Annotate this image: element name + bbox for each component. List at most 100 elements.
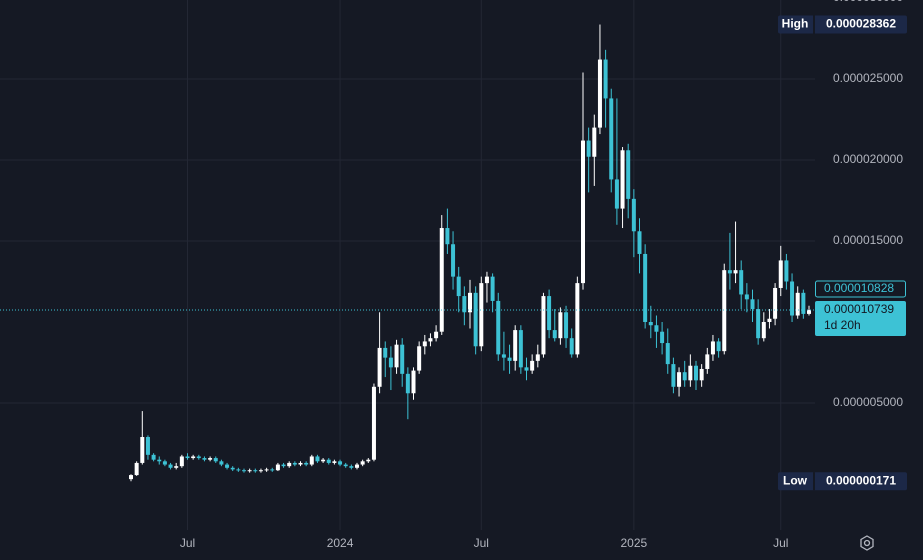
candle-body [451, 244, 456, 277]
candle-body [784, 260, 789, 282]
candle-body [518, 330, 523, 368]
candle-body [355, 464, 359, 468]
candle-body [298, 462, 303, 465]
grid [0, 0, 815, 530]
candle-body [468, 292, 472, 313]
candle-body [456, 276, 461, 297]
candle-body [445, 228, 450, 245]
candle-body [490, 276, 495, 301]
candle-body [422, 341, 427, 347]
candle-body [417, 346, 422, 371]
candle-body [597, 59, 602, 128]
low-marker-box [778, 472, 907, 491]
high-marker-value: 0.000028362 [826, 17, 896, 31]
candle-body [400, 344, 405, 374]
candle-body [405, 373, 410, 394]
candle-body [230, 467, 235, 470]
candle-body [247, 470, 252, 472]
candle-body [258, 470, 263, 472]
candle-body [191, 456, 196, 459]
candle-body [315, 456, 320, 462]
plot-area [0, 24, 815, 482]
candle-body [309, 456, 314, 465]
candle-body [360, 461, 365, 465]
candle-body [807, 310, 811, 314]
candle-body [756, 309, 761, 339]
candle-body [547, 296, 552, 331]
candle-body [253, 470, 258, 472]
candle-body [648, 321, 653, 326]
candle-body [134, 462, 139, 476]
candle-body [174, 466, 179, 468]
candle-body [660, 331, 665, 344]
candle-body [411, 370, 416, 394]
candle-body [592, 127, 597, 157]
last-price-box [815, 301, 906, 337]
candle-body [716, 341, 721, 352]
candle-body [541, 296, 546, 355]
y-tick-label: 0.000005000 [833, 395, 903, 409]
candle-body [688, 365, 693, 381]
x-tick-label: Jul [180, 536, 195, 550]
candle-body [168, 464, 173, 468]
candle-body [479, 283, 484, 347]
candle-body [761, 321, 766, 339]
candle-body [145, 437, 150, 455]
high-marker-box [778, 15, 907, 34]
settings-hexagon[interactable] [860, 535, 874, 551]
candle-body [236, 469, 241, 471]
candle-body [603, 59, 608, 99]
mark-price-box [815, 280, 906, 298]
candle-body [790, 281, 795, 316]
candle-body [682, 372, 687, 381]
candle-body [575, 283, 580, 355]
x-tick-label: 2024 [327, 536, 354, 550]
candle-body [778, 260, 783, 288]
candle-body [366, 459, 371, 462]
candle-body [530, 360, 535, 371]
y-tick-label: 0.000020000 [833, 152, 903, 166]
candle-body [586, 140, 591, 157]
candle-body [326, 459, 331, 463]
x-tick-label: 2025 [620, 536, 647, 550]
candle-body [524, 367, 529, 371]
settings-center[interactable] [863, 539, 871, 547]
candle-body [631, 198, 636, 232]
candle-body [225, 464, 230, 468]
candle-body [614, 179, 619, 209]
candle-body [208, 458, 213, 460]
candle-body [264, 469, 269, 471]
candle-body [349, 466, 354, 468]
candle-body [654, 325, 659, 332]
candle-body [179, 456, 184, 467]
candle-body [665, 343, 670, 365]
candle-body [727, 270, 732, 274]
countdown-label: 1d 20h [824, 318, 861, 332]
candle-body [620, 150, 625, 209]
candle-body [552, 330, 557, 339]
y-tick-label: 0.000015000 [833, 233, 903, 247]
candle-body [750, 299, 755, 310]
candle-body [801, 292, 806, 314]
candle-body [609, 98, 614, 180]
y-tick-label: 0.000025000 [833, 71, 903, 85]
candle-body [501, 354, 506, 358]
candle-body [185, 456, 190, 459]
x-tick-label: Jul [474, 536, 489, 550]
candle-body [535, 354, 540, 361]
candle-body [773, 287, 778, 319]
candle-body [213, 458, 218, 462]
candle-body [722, 270, 727, 352]
candle-body [281, 464, 286, 467]
candle-body [270, 469, 275, 471]
candle-body [428, 338, 433, 342]
candle-body [473, 292, 478, 347]
candle-body [637, 231, 642, 254]
candle-body [196, 456, 201, 459]
candle-body [710, 341, 715, 355]
candle-body [671, 364, 676, 387]
candle-body [507, 357, 512, 361]
candle-body [434, 331, 439, 339]
settings-icon[interactable] [860, 535, 874, 551]
